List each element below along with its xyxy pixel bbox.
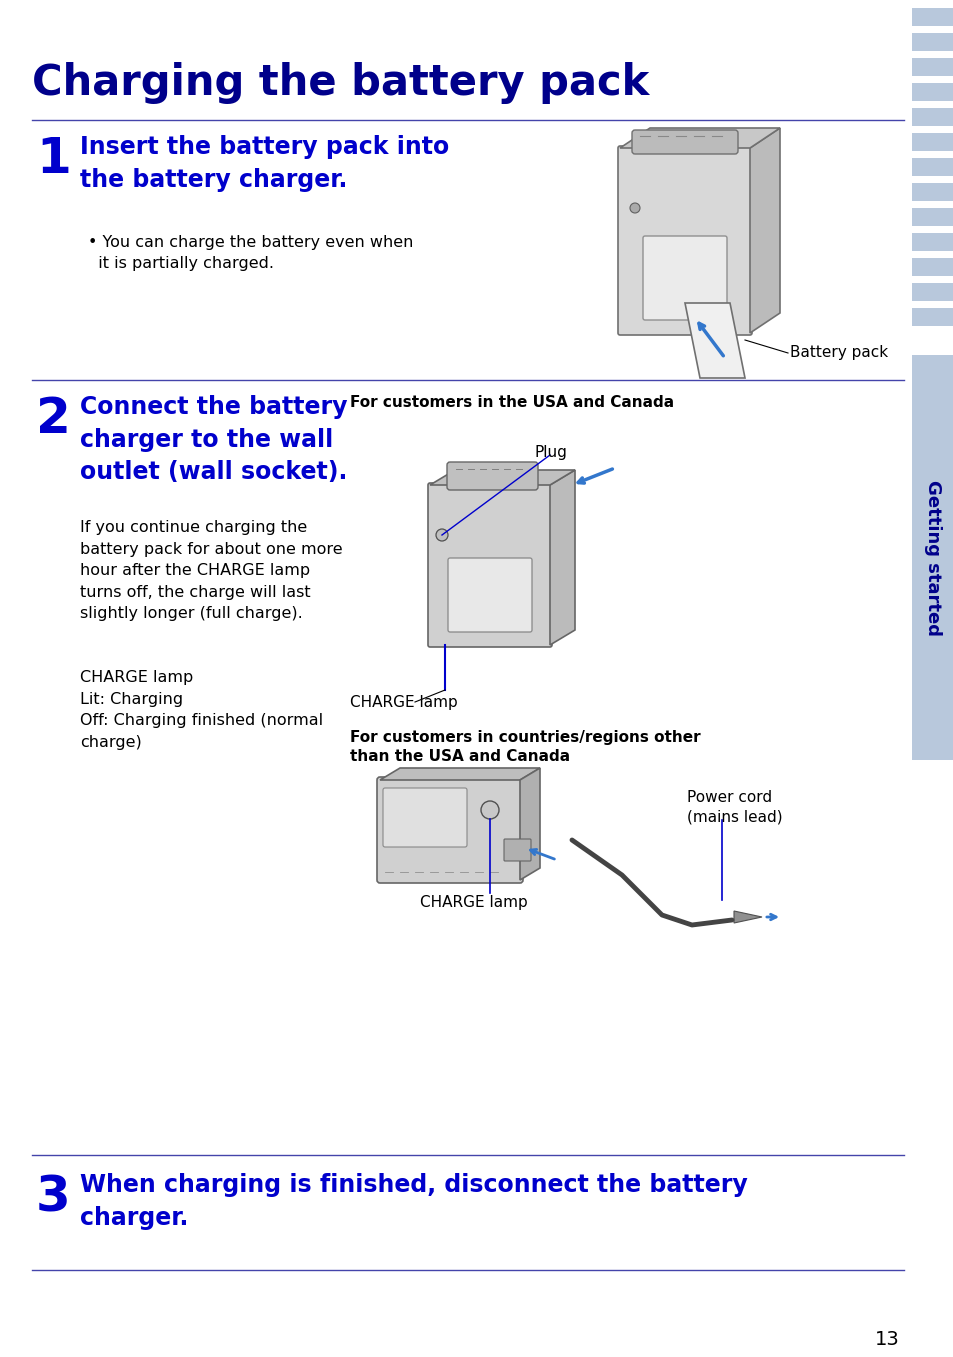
Text: Connect the battery
charger to the wall
outlet (wall socket).: Connect the battery charger to the wall … [80,395,347,484]
Text: Plug: Plug [535,445,567,460]
Bar [911,8,953,26]
Polygon shape [749,128,780,332]
Bar [911,83,953,100]
Text: For customers in the USA and Canada: For customers in the USA and Canada [350,395,674,410]
FancyBboxPatch shape [618,147,751,335]
Polygon shape [684,303,744,379]
FancyBboxPatch shape [642,236,726,320]
Text: If you continue charging the
battery pack for about one more
hour after the CHAR: If you continue charging the battery pac… [80,520,342,622]
FancyBboxPatch shape [382,788,467,847]
Text: • You can charge the battery even when
  it is partially charged.: • You can charge the battery even when i… [88,235,413,271]
Circle shape [436,529,448,541]
Text: 3: 3 [36,1172,71,1221]
FancyBboxPatch shape [448,558,532,632]
Text: Power cord
(mains lead): Power cord (mains lead) [686,790,781,825]
Text: CHARGE lamp: CHARGE lamp [350,695,457,710]
Text: When charging is finished, disconnect the battery
charger.: When charging is finished, disconnect th… [80,1172,747,1229]
FancyBboxPatch shape [376,778,522,883]
Bar [911,33,953,52]
Bar [911,109,953,126]
Polygon shape [550,470,575,645]
Text: Battery pack: Battery pack [789,346,887,361]
Text: CHARGE lamp
Lit: Charging
Off: Charging finished (normal
charge): CHARGE lamp Lit: Charging Off: Charging … [80,670,323,750]
Text: CHARGE lamp: CHARGE lamp [419,896,527,911]
Text: Getting started: Getting started [923,479,941,635]
Bar [911,258,953,275]
Text: 2: 2 [36,395,71,442]
Text: Insert the battery pack into
the battery charger.: Insert the battery pack into the battery… [80,134,449,191]
Bar [911,308,953,326]
Bar [911,58,953,76]
Text: Charging the battery pack: Charging the battery pack [32,62,649,104]
Bar [911,233,953,251]
FancyBboxPatch shape [447,461,537,490]
Circle shape [629,204,639,213]
Polygon shape [733,911,761,923]
FancyBboxPatch shape [428,483,552,647]
Bar [911,356,953,760]
Polygon shape [519,768,539,879]
FancyBboxPatch shape [503,839,531,860]
Circle shape [480,801,498,820]
Text: 1: 1 [36,134,71,183]
Bar [911,133,953,151]
Bar [911,183,953,201]
Polygon shape [619,128,780,148]
Text: For customers in countries/regions other
than the USA and Canada: For customers in countries/regions other… [350,730,700,764]
Bar [911,157,953,176]
Polygon shape [379,768,539,780]
Text: 13: 13 [874,1330,899,1349]
Polygon shape [430,470,575,484]
Bar [911,208,953,227]
FancyBboxPatch shape [631,130,738,153]
Bar [911,284,953,301]
